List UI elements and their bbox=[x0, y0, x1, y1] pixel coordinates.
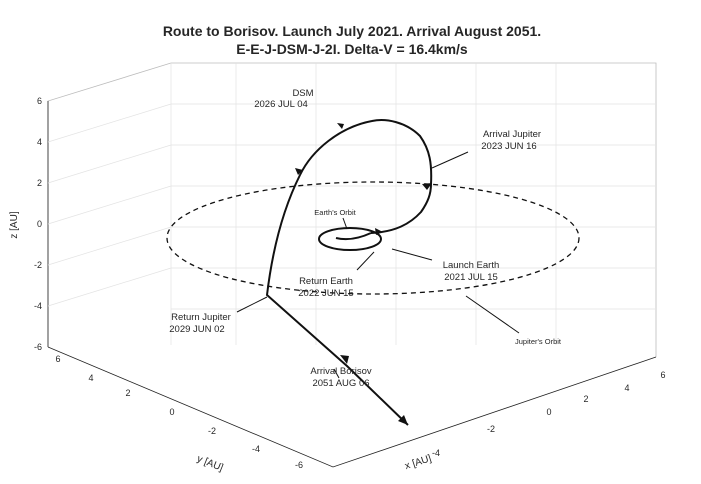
annotation-arrival-borisov-label: Arrival Borisov bbox=[310, 366, 371, 377]
earth-orbit-line bbox=[318, 227, 382, 251]
trajectory-arrow bbox=[340, 355, 349, 364]
leader-earths-orbit bbox=[342, 217, 348, 230]
annotation-earths-orbit: Earth's Orbit bbox=[314, 208, 356, 217]
annotation-return-earth-date: 2022 JUN 15 bbox=[298, 288, 353, 299]
annotation-arrival-borisov-date: 2051 AUG 06 bbox=[312, 378, 369, 389]
grid-line-z-2 bbox=[47, 103, 172, 143]
annotation-jupiters-orbit: Jupiter's Orbit bbox=[515, 337, 562, 346]
y-tick-label: -6 bbox=[295, 460, 303, 470]
x-tick-label: -2 bbox=[487, 424, 495, 434]
annotation-dsm-date: 2026 JUL 04 bbox=[254, 99, 308, 110]
y-tick-label: 6 bbox=[55, 354, 60, 364]
trajectory-start-segment bbox=[335, 232, 372, 241]
y-tick-label: 2 bbox=[125, 388, 130, 398]
leader-jupiters-orbit bbox=[465, 295, 520, 334]
trajectory-series-line bbox=[265, 119, 433, 426]
y-tick-label: 4 bbox=[88, 373, 93, 383]
x-tick-label: 6 bbox=[660, 370, 665, 380]
grid-line-z-4 bbox=[47, 144, 172, 184]
trajectory-arrows bbox=[295, 123, 432, 425]
leader-return-jupiter bbox=[236, 296, 268, 313]
chart-title-line-1: Route to Borisov. Launch July 2021. Arri… bbox=[163, 23, 541, 39]
z-tick-label: -6 bbox=[34, 342, 42, 352]
z-axis: 6 4 2 0 -2 -4 -6 z [AU] bbox=[9, 96, 42, 352]
jupiter-orbit-line bbox=[166, 181, 580, 295]
annotations: DSM 2026 JUL 04 Arrival Jupiter 2023 JUN… bbox=[169, 88, 562, 389]
annotation-launch-earth-label: Launch Earth bbox=[443, 260, 500, 271]
annotation-leaders bbox=[236, 151, 520, 379]
axes-back-right-wall bbox=[171, 62, 657, 357]
leader-arrival-borisov bbox=[333, 368, 340, 379]
z-tick-label: -4 bbox=[34, 301, 42, 311]
grid-line-z-8 bbox=[47, 226, 172, 266]
x-tick-label: -4 bbox=[432, 448, 440, 458]
y-tick-label: -4 bbox=[252, 444, 260, 454]
annotation-arrival-jupiter-date: 2023 JUN 16 bbox=[481, 141, 536, 152]
annotation-dsm-label: DSM bbox=[292, 88, 313, 99]
grid-line-z-10 bbox=[47, 267, 172, 307]
annotation-arrival-jupiter-label: Arrival Jupiter bbox=[483, 129, 541, 140]
z-axis-label: z [AU] bbox=[9, 211, 20, 238]
leader-return-earth bbox=[356, 251, 375, 271]
trajectory-arrow bbox=[337, 123, 344, 129]
chart-title-line-2: E-E-J-DSM-J-2I. Delta-V = 16.4km/s bbox=[236, 41, 468, 57]
z-tick-label: 2 bbox=[37, 178, 42, 188]
x-tick-label: 2 bbox=[583, 394, 588, 404]
axes-floor-front bbox=[47, 346, 657, 468]
z-tick-label: 0 bbox=[37, 219, 42, 229]
grid-line-z-6 bbox=[47, 185, 172, 225]
leader-launch-earth bbox=[391, 248, 433, 261]
annotation-return-jupiter-date: 2029 JUN 02 bbox=[169, 324, 224, 335]
annotation-return-earth-label: Return Earth bbox=[299, 276, 353, 287]
leader-arrival-jupiter bbox=[431, 151, 469, 169]
annotation-return-jupiter-label: Return Jupiter bbox=[171, 312, 231, 323]
x-tick-label: 0 bbox=[546, 407, 551, 417]
trajectory-arrow bbox=[422, 183, 432, 190]
y-tick-label: 0 bbox=[169, 407, 174, 417]
trajectory-arrow bbox=[398, 415, 408, 425]
z-tick-label: 6 bbox=[37, 96, 42, 106]
trajectory-arrow bbox=[375, 228, 383, 235]
annotation-launch-earth-date: 2021 JUL 15 bbox=[444, 272, 498, 283]
x-tick-label: 4 bbox=[624, 383, 629, 393]
trajectory-arrow bbox=[295, 168, 303, 175]
grid-lines bbox=[47, 63, 656, 345]
y-tick-label: -2 bbox=[208, 426, 216, 436]
z-tick-label: 4 bbox=[37, 137, 42, 147]
z-tick-label: -2 bbox=[34, 260, 42, 270]
